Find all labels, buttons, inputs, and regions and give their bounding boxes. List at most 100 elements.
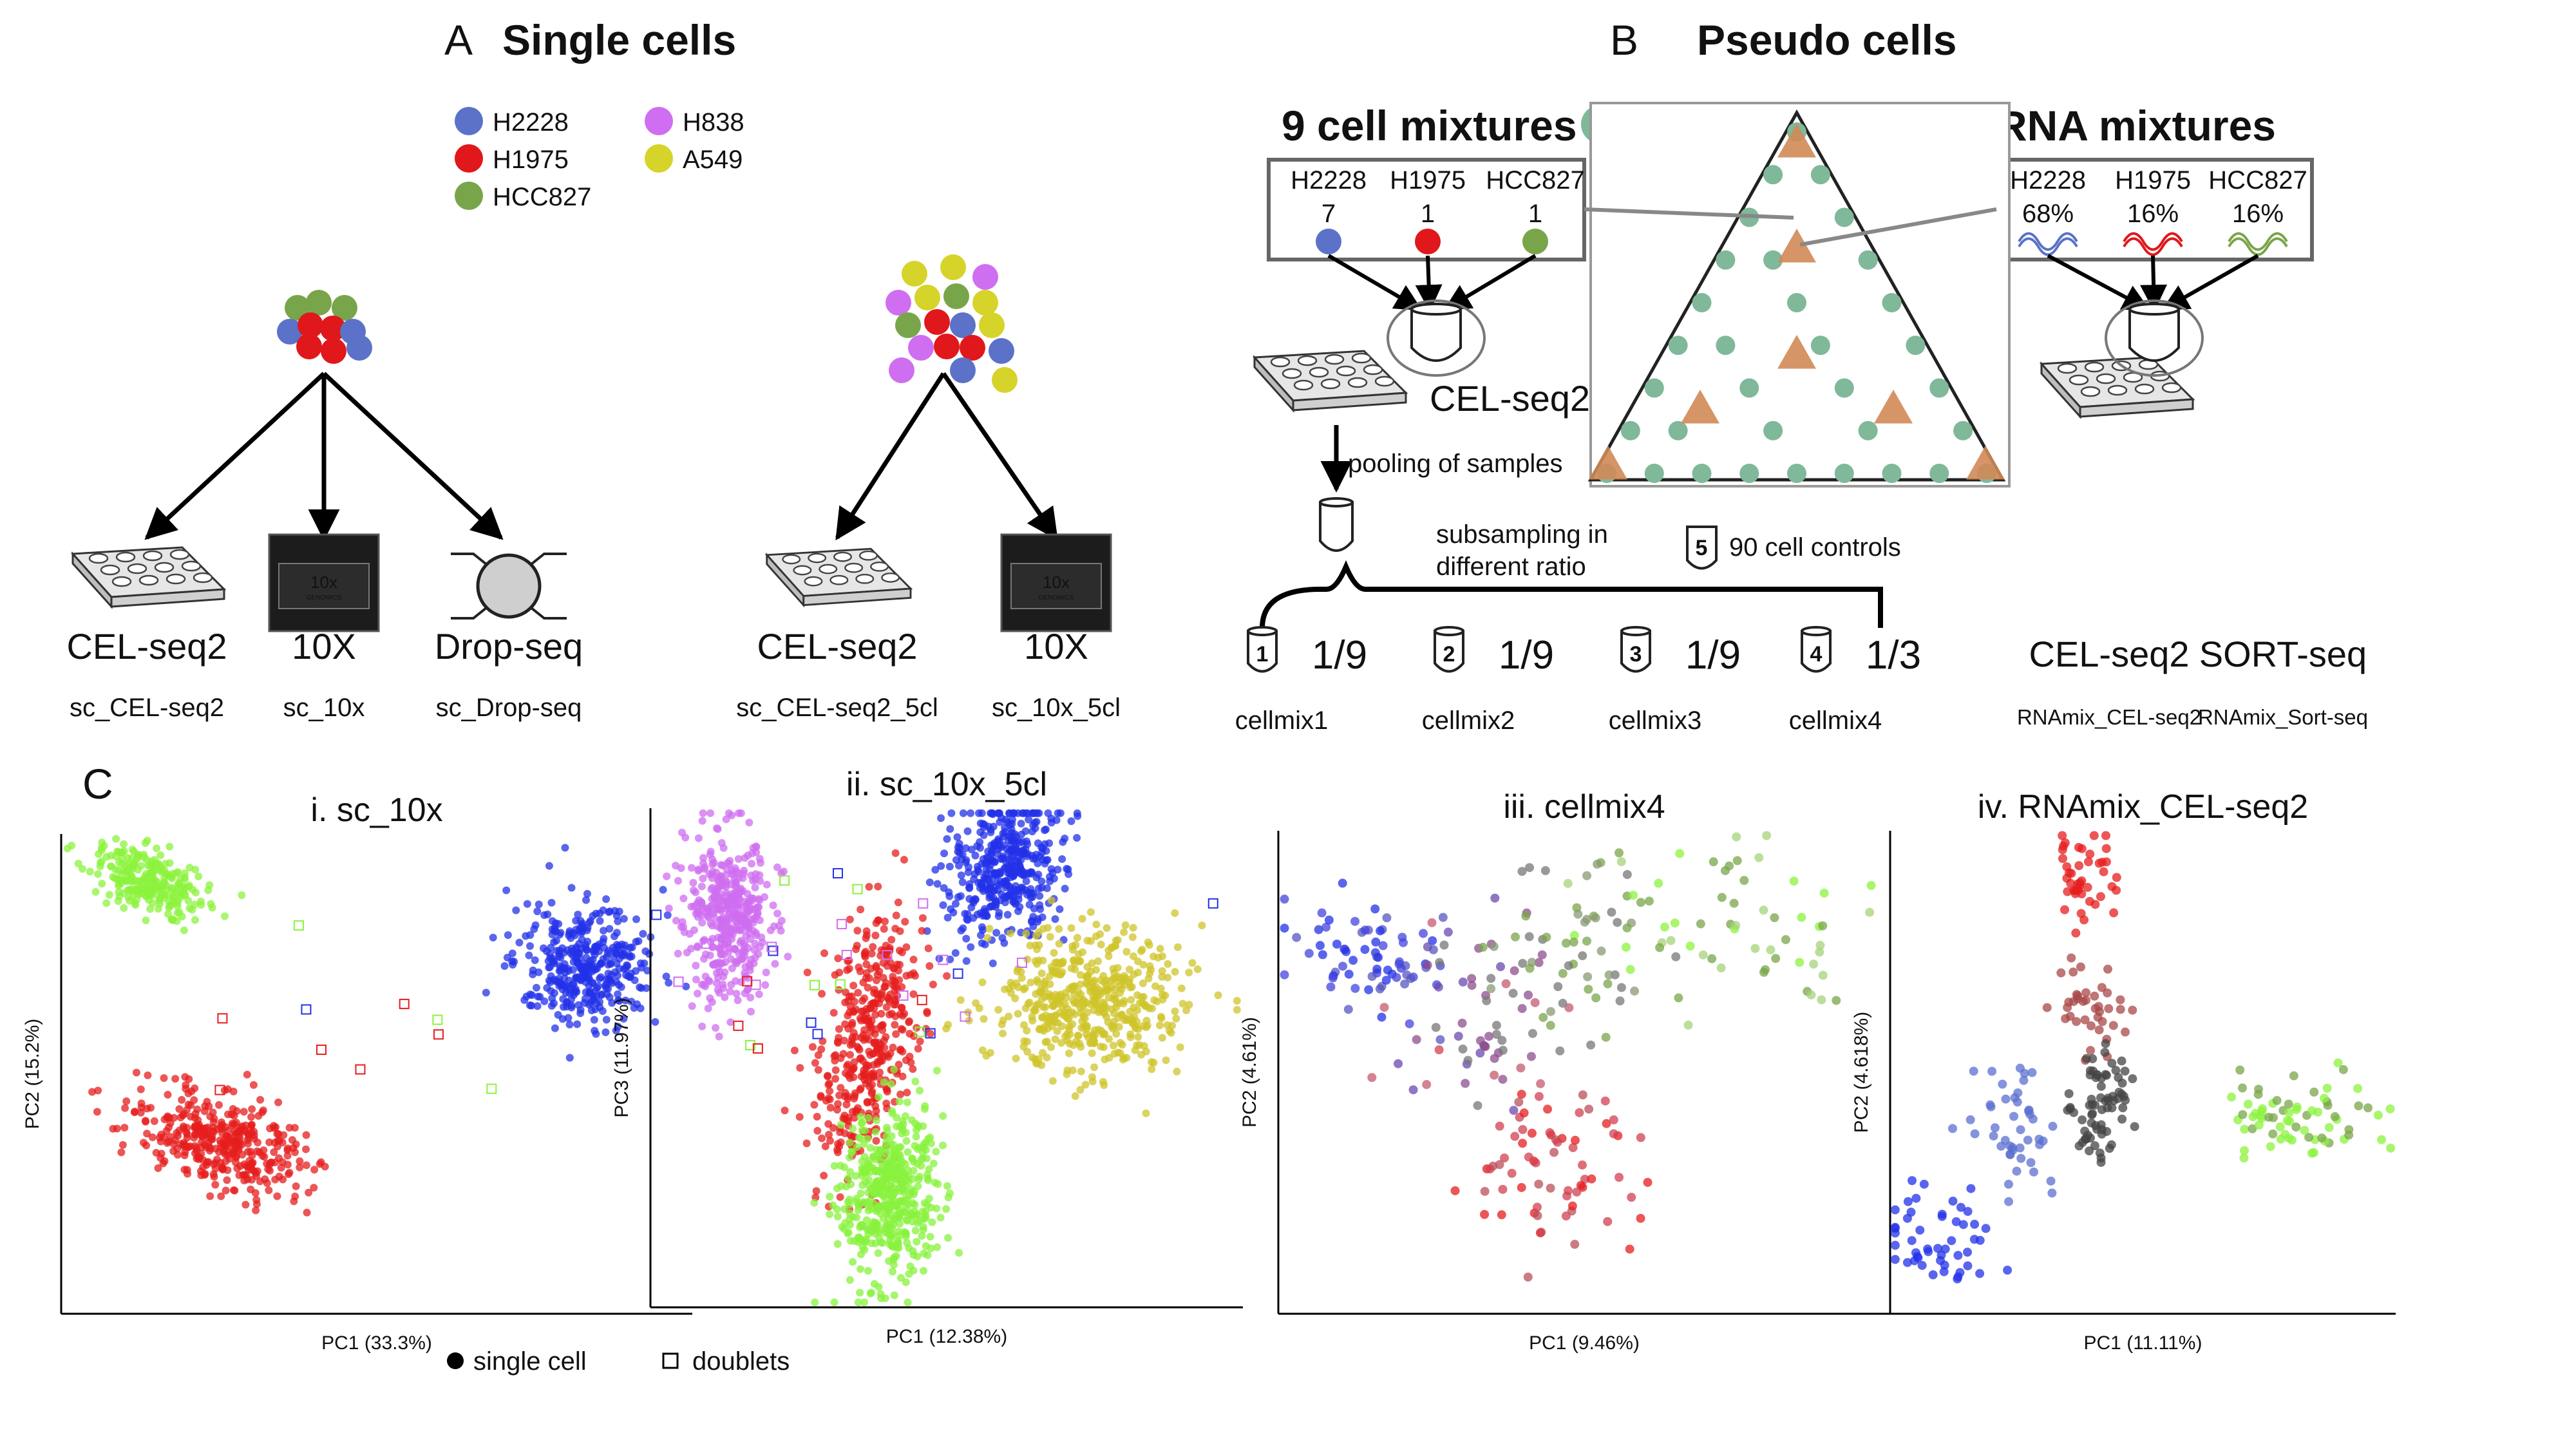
cell-point — [1007, 847, 1015, 855]
cell-point — [2254, 1120, 2264, 1130]
cell-point — [596, 909, 604, 918]
cell-point — [963, 916, 972, 924]
cell-point — [945, 862, 954, 871]
cell-point — [231, 1186, 239, 1195]
cell-point — [1500, 1153, 1510, 1163]
cell-point — [1050, 949, 1058, 957]
cell-point — [2324, 1122, 2334, 1132]
cell-point — [211, 1180, 220, 1189]
cell-point — [1731, 920, 1741, 930]
cell-point — [711, 895, 719, 903]
cell-point — [1158, 990, 1166, 999]
cell-point — [698, 1022, 706, 1030]
cell-point — [937, 862, 945, 870]
cell-point — [904, 1298, 912, 1307]
cell-point — [730, 909, 739, 917]
cell-point — [1068, 1020, 1077, 1028]
cell-point — [2248, 1112, 2258, 1122]
cell-point — [694, 989, 702, 998]
cell-point — [2291, 1122, 2301, 1132]
cell-point — [902, 1230, 911, 1238]
x-axis-label: PC1 (33.3%) — [321, 1332, 432, 1354]
cell-dot — [346, 335, 372, 361]
cell-point — [1137, 993, 1146, 1001]
cell-point — [841, 1092, 849, 1101]
cell-point — [120, 840, 128, 848]
cell-point — [1038, 1048, 1046, 1057]
cell-point — [1198, 921, 1206, 929]
cell-point — [2238, 1083, 2248, 1093]
cell-point — [739, 887, 747, 895]
cell-point — [214, 1101, 223, 1109]
cell-point — [1173, 943, 1182, 951]
cell-point — [1601, 1032, 1611, 1042]
cell-point — [887, 1107, 896, 1115]
cell-point — [996, 896, 1005, 904]
doublet-point — [355, 1064, 366, 1075]
cell-point — [264, 1165, 272, 1173]
mix-ratio: 1/3 — [1866, 633, 1921, 677]
cell-point — [894, 898, 902, 907]
cell-point — [193, 1105, 202, 1113]
rna-mixture-point — [1874, 390, 1913, 424]
cell-point — [985, 925, 994, 933]
cell-point — [2016, 1125, 2025, 1135]
cell-point — [156, 900, 164, 908]
tube-number: 2 — [1443, 642, 1455, 667]
cell-point — [719, 932, 727, 940]
cell-point — [1536, 1079, 1546, 1088]
cell-point — [2118, 1103, 2128, 1113]
cell-point — [1439, 940, 1449, 950]
cell-point — [1435, 958, 1444, 967]
cell-point — [1398, 938, 1408, 947]
mix-count-h1975: 1 — [1421, 200, 1435, 228]
doublet-point — [399, 998, 410, 1009]
cell-point — [256, 1095, 265, 1104]
cell-point — [2385, 1104, 2395, 1113]
cell-point — [2090, 991, 2099, 1001]
cell-point — [122, 1097, 131, 1106]
cell-point — [200, 1171, 209, 1179]
cell-mixture-point — [1834, 207, 1854, 227]
cell-point — [725, 915, 734, 923]
cell-point — [2064, 1089, 2074, 1099]
cell-point — [846, 1168, 855, 1176]
cell-point — [1071, 965, 1079, 974]
cell-point — [749, 876, 757, 885]
rna-mixture-point — [1589, 446, 1627, 480]
cell-point — [608, 999, 616, 1007]
cell-point — [2046, 1176, 2056, 1186]
cell-mixture-point — [1858, 421, 1878, 440]
cell-point — [261, 1175, 269, 1184]
cell-mixture-point — [1810, 165, 1830, 185]
cell-point — [554, 920, 563, 928]
cell-point — [148, 899, 156, 907]
cell-point — [700, 954, 708, 963]
cell-point — [991, 870, 999, 878]
cell-point — [871, 1010, 880, 1019]
cell-point — [724, 900, 732, 909]
cell-point — [2096, 1153, 2106, 1163]
doublet-point — [918, 898, 929, 909]
cell-point — [274, 1130, 283, 1138]
cell-point — [1047, 1043, 1056, 1052]
cell-point — [746, 956, 755, 964]
cell-point — [1593, 859, 1602, 869]
cell-point — [752, 929, 760, 937]
rna-mixture-point — [1777, 335, 1816, 369]
cell-point — [1037, 877, 1046, 886]
cell-point — [1034, 1000, 1042, 1009]
cell-point — [717, 860, 725, 869]
cell-point — [697, 980, 706, 989]
cell-point — [1405, 1019, 1414, 1028]
cell-mixture-point — [1763, 250, 1783, 270]
cell-point — [140, 853, 148, 862]
cell-point — [865, 882, 873, 891]
cell-point — [2117, 1056, 2126, 1066]
cell-point — [2121, 1027, 2130, 1037]
rna-wave-icon — [2018, 232, 2078, 251]
cell-point — [1321, 922, 1331, 932]
cell-point — [917, 1162, 925, 1170]
